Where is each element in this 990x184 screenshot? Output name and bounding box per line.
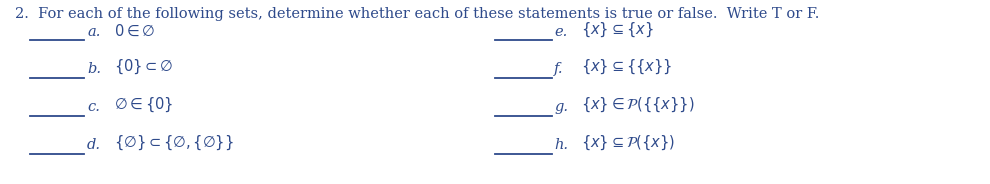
Text: c.: c.	[87, 100, 100, 114]
Text: $\{x\} \subseteq \mathcal{P}(\{x\})$: $\{x\} \subseteq \mathcal{P}(\{x\})$	[581, 133, 675, 152]
Text: $\{\varnothing\} \subset \{\varnothing, \{\varnothing\}\}$: $\{\varnothing\} \subset \{\varnothing, …	[114, 133, 234, 152]
Text: g.: g.	[554, 100, 568, 114]
Text: $\varnothing \in \{0\}$: $\varnothing \in \{0\}$	[114, 96, 173, 114]
Text: $\{x\} \subseteq \{\{x\}\}$: $\{x\} \subseteq \{\{x\}\}$	[581, 58, 672, 76]
Text: $\{x\} \subseteq \{x\}$: $\{x\} \subseteq \{x\}$	[581, 20, 653, 39]
Text: d.: d.	[87, 138, 101, 152]
Text: a.: a.	[87, 25, 101, 39]
Text: f.: f.	[554, 62, 564, 76]
Text: $\{x\} \in \mathcal{P}(\{\{x\}\})$: $\{x\} \in \mathcal{P}(\{\{x\}\})$	[581, 96, 695, 114]
Text: e.: e.	[554, 25, 567, 39]
Text: $\{0\} \subset \varnothing$: $\{0\} \subset \varnothing$	[114, 58, 173, 76]
Text: $0 \in \varnothing$: $0 \in \varnothing$	[114, 23, 155, 39]
Text: 2.  For each of the following sets, determine whether each of these statements i: 2. For each of the following sets, deter…	[15, 7, 820, 21]
Text: b.: b.	[87, 62, 101, 76]
Text: h.: h.	[554, 138, 568, 152]
